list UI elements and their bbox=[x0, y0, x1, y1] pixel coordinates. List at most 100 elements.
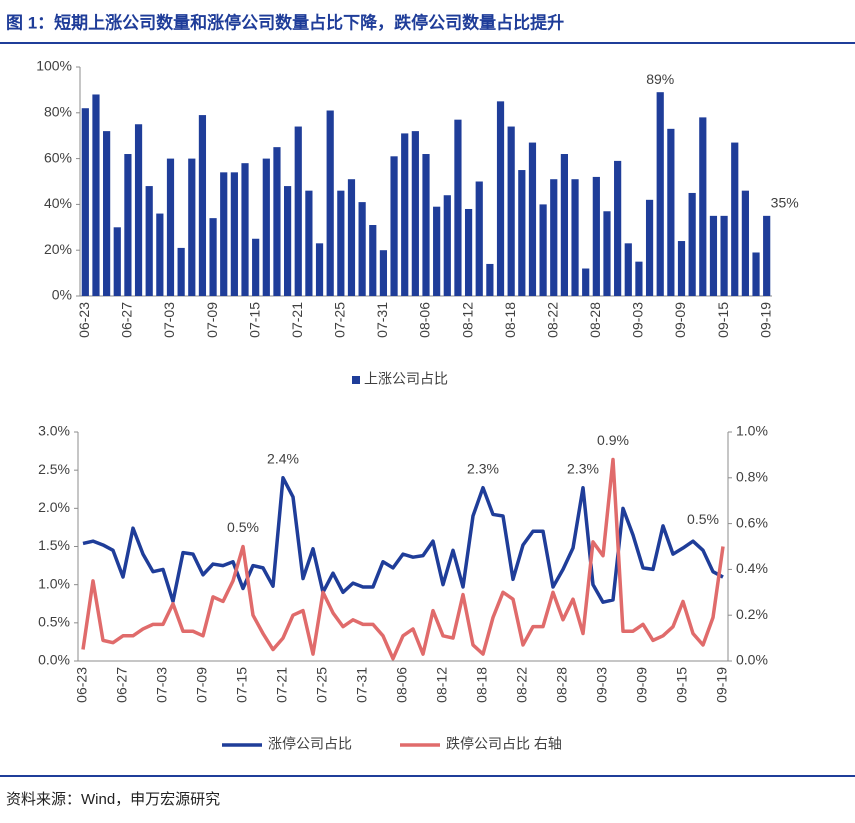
source-note: 资料来源：Wind，申万宏源研究 bbox=[6, 791, 220, 808]
x-tick-label: 07-09 bbox=[194, 667, 210, 703]
bar bbox=[550, 179, 558, 296]
x-tick-label: 08-18 bbox=[502, 302, 518, 338]
x-tick-label: 09-03 bbox=[594, 667, 610, 703]
bar bbox=[379, 250, 388, 296]
x-tick-label: 07-21 bbox=[274, 667, 290, 703]
y-tick-label: 1.0% bbox=[38, 575, 70, 591]
x-tick-label: 07-03 bbox=[154, 667, 170, 703]
data-label: 2.3% bbox=[567, 460, 599, 476]
x-tick-label: 09-19 bbox=[714, 667, 730, 703]
x-tick-label: 08-06 bbox=[417, 302, 433, 338]
data-label: 2.4% bbox=[267, 451, 299, 467]
y-tick-label: 2.5% bbox=[38, 461, 70, 477]
bar bbox=[156, 213, 164, 296]
x-tick-label: 09-09 bbox=[634, 667, 650, 703]
bar bbox=[560, 154, 568, 296]
bar bbox=[486, 263, 494, 296]
x-tick-label: 07-31 bbox=[374, 302, 390, 338]
x-tick-label: 07-15 bbox=[246, 302, 262, 338]
x-tick-label: 06-27 bbox=[119, 302, 135, 338]
bar bbox=[305, 190, 313, 296]
x-tick-label: 07-03 bbox=[161, 302, 177, 338]
bar bbox=[752, 252, 760, 296]
bar bbox=[603, 211, 611, 296]
x-tick-label: 08-28 bbox=[587, 302, 603, 338]
bar bbox=[262, 158, 270, 296]
bar bbox=[92, 94, 100, 296]
bar bbox=[443, 195, 451, 296]
bar bbox=[677, 241, 686, 296]
data-label: 0.9% bbox=[597, 432, 629, 448]
bar bbox=[539, 204, 547, 296]
bar bbox=[113, 227, 121, 296]
bar bbox=[124, 154, 132, 296]
x-tick-label: 06-23 bbox=[76, 302, 92, 338]
legend-swatch bbox=[352, 376, 360, 384]
x-tick-label: 07-15 bbox=[234, 667, 250, 703]
bar bbox=[624, 243, 632, 296]
bar bbox=[230, 172, 238, 296]
y-tick-label: 0% bbox=[52, 287, 72, 303]
x-tick-label: 06-27 bbox=[114, 667, 130, 703]
x-tick-label: 08-12 bbox=[459, 302, 475, 338]
bar bbox=[475, 181, 483, 296]
y-tick-label: 0.6% bbox=[736, 514, 768, 530]
y-tick-label: 0.2% bbox=[736, 606, 768, 622]
x-tick-label: 08-22 bbox=[514, 667, 530, 703]
bar bbox=[401, 133, 409, 296]
x-tick-label: 07-25 bbox=[332, 302, 348, 338]
bar bbox=[188, 158, 196, 296]
bar bbox=[347, 179, 356, 296]
x-tick-label: 08-18 bbox=[474, 667, 490, 703]
y-tick-label: 1.0% bbox=[736, 423, 768, 439]
bar bbox=[390, 156, 398, 296]
x-tick-label: 08-06 bbox=[394, 667, 410, 703]
y-tick-label: 40% bbox=[44, 195, 72, 211]
bar bbox=[241, 163, 249, 296]
bar bbox=[177, 247, 185, 296]
y-tick-label: 0.8% bbox=[736, 469, 768, 485]
line-series bbox=[81, 457, 725, 661]
x-tick-label: 09-15 bbox=[674, 667, 690, 703]
bar bbox=[571, 179, 579, 296]
bar bbox=[741, 190, 749, 296]
bar bbox=[209, 218, 217, 296]
data-label: 2.3% bbox=[467, 460, 499, 476]
bar bbox=[496, 101, 505, 296]
x-tick-label: 06-23 bbox=[74, 667, 90, 703]
y-tick-label: 60% bbox=[44, 149, 72, 165]
legend-label: 涨停公司占比 bbox=[268, 736, 352, 752]
figure-title: 图 1：短期上涨公司数量和涨停公司数量占比下降，跌停公司数量占比提升 bbox=[6, 12, 564, 32]
x-tick-label: 09-19 bbox=[757, 302, 773, 338]
bar bbox=[656, 92, 664, 296]
bar bbox=[284, 186, 292, 296]
y-tick-label: 3.0% bbox=[38, 423, 70, 439]
y-tick-label: 0.0% bbox=[38, 652, 70, 668]
bar bbox=[369, 225, 377, 296]
bar bbox=[518, 170, 526, 296]
bar bbox=[645, 199, 654, 296]
y-tick-label: 0.5% bbox=[38, 614, 70, 630]
bar bbox=[635, 261, 643, 296]
bar bbox=[134, 124, 143, 296]
bar bbox=[709, 215, 718, 296]
bar bbox=[294, 126, 302, 296]
y-tick-label: 100% bbox=[36, 58, 72, 74]
data-label: 35% bbox=[771, 195, 799, 211]
bar bbox=[464, 208, 473, 296]
bar bbox=[145, 186, 153, 296]
bar bbox=[103, 131, 111, 296]
bar bbox=[411, 131, 419, 296]
y-tick-label: 20% bbox=[44, 241, 72, 257]
bar bbox=[166, 158, 175, 296]
bar bbox=[667, 128, 675, 296]
x-tick-label: 09-03 bbox=[630, 302, 646, 338]
bar bbox=[220, 172, 228, 296]
bar bbox=[592, 176, 600, 296]
data-label: 89% bbox=[646, 71, 674, 87]
bar bbox=[699, 117, 707, 296]
bar bbox=[507, 126, 515, 296]
y-tick-label: 2.0% bbox=[38, 499, 70, 515]
bar bbox=[720, 215, 728, 296]
